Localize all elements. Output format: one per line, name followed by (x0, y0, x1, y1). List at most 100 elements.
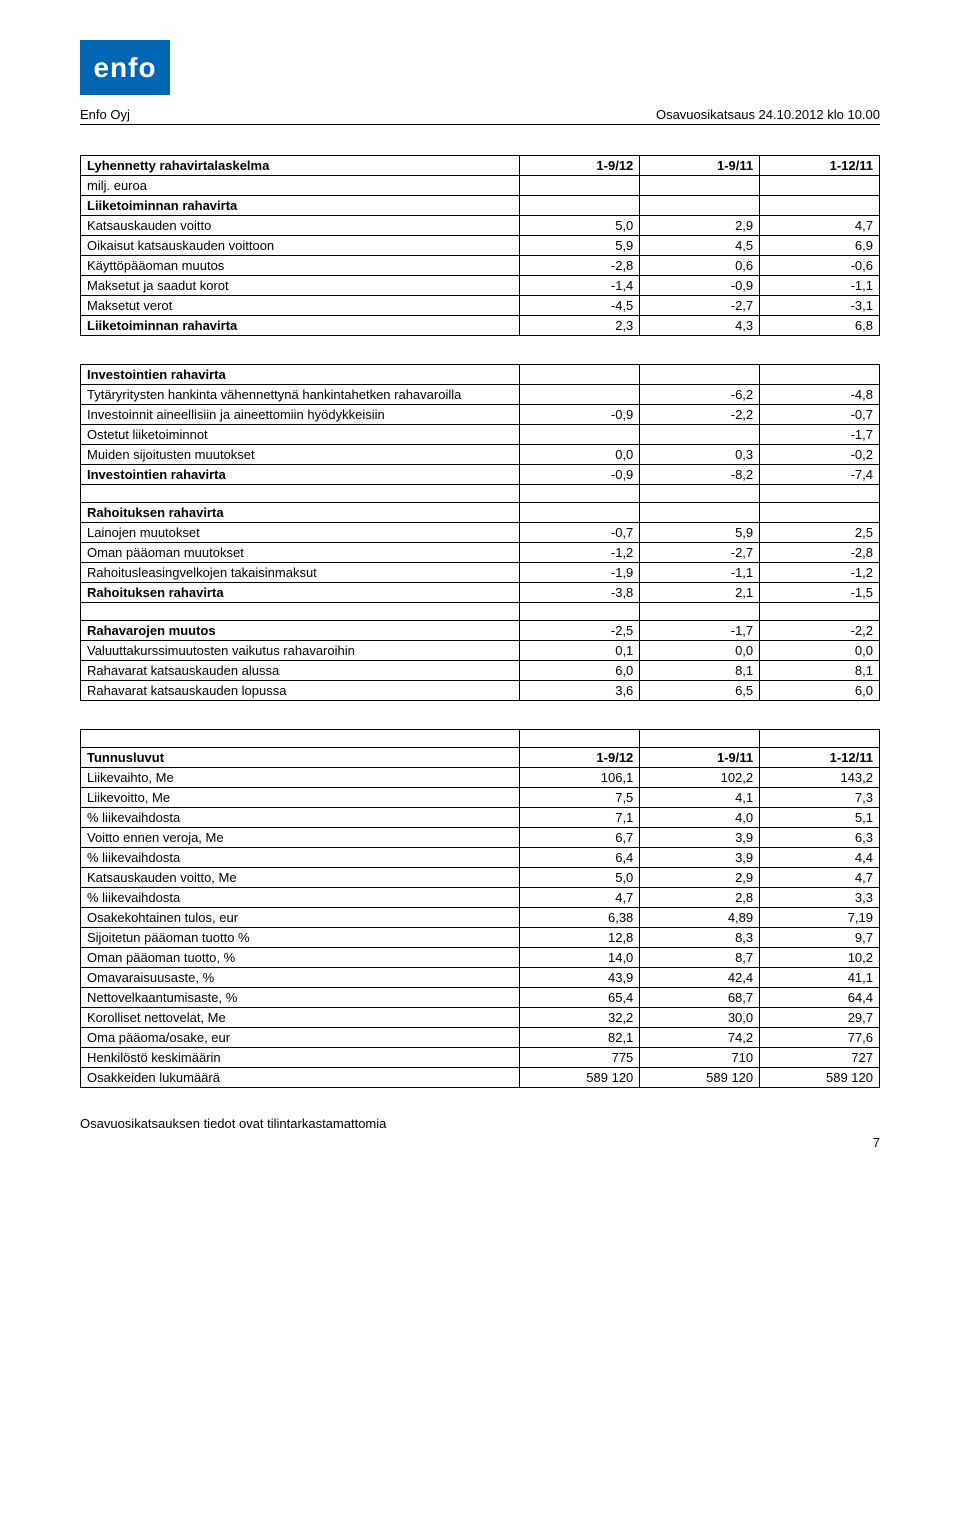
table-row: Osakkeiden lukumäärä589 120589 120589 12… (81, 1068, 880, 1088)
key-figures-table: Tunnusluvut 1-9/12 1-9/11 1-12/11 Liikev… (80, 729, 880, 1088)
cell: 10,2 (760, 948, 880, 968)
table-header-row: Tunnusluvut 1-9/12 1-9/11 1-12/11 (81, 748, 880, 768)
cell: 8,1 (760, 661, 880, 681)
cell: 6,0 (520, 661, 640, 681)
table-row: Oman pääoman tuotto, %14,08,710,2 (81, 948, 880, 968)
cell: 6,4 (520, 848, 640, 868)
cell: 42,4 (640, 968, 760, 988)
cell: -0,7 (760, 405, 880, 425)
cell: 0,0 (520, 445, 640, 465)
col-header: 1-9/12 (520, 156, 640, 176)
subtitle: milj. euroa (81, 176, 520, 196)
cell (640, 425, 760, 445)
table-row: Rahoituksen rahavirta (81, 503, 880, 523)
total-label: Rahoituksen rahavirta (81, 583, 520, 603)
row-label: Tytäryritysten hankinta vähennettynä han… (81, 385, 520, 405)
cell (520, 425, 640, 445)
table-row: Henkilöstö keskimäärin775710727 (81, 1048, 880, 1068)
cell: 775 (520, 1048, 640, 1068)
cell: 29,7 (760, 1008, 880, 1028)
cell: 106,1 (520, 768, 640, 788)
row-label: Oma pääoma/osake, eur (81, 1028, 520, 1048)
row-label: Maksetut verot (81, 296, 520, 316)
cell: 4,89 (640, 908, 760, 928)
row-label: Katsauskauden voitto, Me (81, 868, 520, 888)
cell (520, 385, 640, 405)
cell: 0,6 (640, 256, 760, 276)
cell: 4,4 (760, 848, 880, 868)
cell: 2,9 (640, 216, 760, 236)
table-row: Rahavarojen muutos-2,5-1,7-2,2 (81, 621, 880, 641)
row-label: Sijoitetun pääoman tuotto % (81, 928, 520, 948)
cell: -2,2 (760, 621, 880, 641)
cell: 589 120 (520, 1068, 640, 1088)
cell: -1,1 (640, 563, 760, 583)
cell: 4,7 (760, 216, 880, 236)
doc-title: Osavuosikatsaus 24.10.2012 klo 10.00 (656, 107, 880, 122)
row-label: Rahavarojen muutos (81, 621, 520, 641)
table-row: Rahavarat katsauskauden alussa6,08,18,1 (81, 661, 880, 681)
cell: 8,3 (640, 928, 760, 948)
table-row: Tytäryritysten hankinta vähennettynä han… (81, 385, 880, 405)
cell: 7,5 (520, 788, 640, 808)
table-row: Oma pääoma/osake, eur82,174,277,6 (81, 1028, 880, 1048)
row-label: % liikevaihdosta (81, 848, 520, 868)
row-label: Oman pääoman muutokset (81, 543, 520, 563)
cell: 82,1 (520, 1028, 640, 1048)
cell: 12,8 (520, 928, 640, 948)
cell: -1,4 (520, 276, 640, 296)
cell: 2,1 (640, 583, 760, 603)
section-title: Rahoituksen rahavirta (81, 503, 520, 523)
empty-row (81, 730, 880, 748)
cell: 5,9 (640, 523, 760, 543)
cell: 4,3 (640, 316, 760, 336)
cell: 5,0 (520, 216, 640, 236)
table-row: Oikaisut katsauskauden voittoon5,94,56,9 (81, 236, 880, 256)
cell: -0,9 (520, 405, 640, 425)
row-label: Rahavarat katsauskauden lopussa (81, 681, 520, 701)
empty-row (81, 603, 880, 621)
table-row: milj. euroa (81, 176, 880, 196)
row-label: Maksetut ja saadut korot (81, 276, 520, 296)
cell: 3,9 (640, 828, 760, 848)
cell: -7,4 (760, 465, 880, 485)
enfo-logo: enfo (80, 40, 170, 95)
table-row: Oman pääoman muutokset-1,2-2,7-2,8 (81, 543, 880, 563)
table-total-row: Liiketoiminnan rahavirta 2,3 4,3 6,8 (81, 316, 880, 336)
cell: -0,7 (520, 523, 640, 543)
table-total-row: Investointien rahavirta -0,9 -8,2 -7,4 (81, 465, 880, 485)
cell: 727 (760, 1048, 880, 1068)
cell: 589 120 (760, 1068, 880, 1088)
table-row: Valuuttakurssimuutosten vaikutus rahavar… (81, 641, 880, 661)
logo-text: enfo (93, 52, 156, 84)
cell: 32,2 (520, 1008, 640, 1028)
row-label: Liikevaihto, Me (81, 768, 520, 788)
cell: -1,9 (520, 563, 640, 583)
table-row: % liikevaihdosta4,72,83,3 (81, 888, 880, 908)
cell: -2,7 (640, 296, 760, 316)
cell: -0,9 (640, 276, 760, 296)
table-row: Katsauskauden voitto5,02,94,7 (81, 216, 880, 236)
table-row: Katsauskauden voitto, Me5,02,94,7 (81, 868, 880, 888)
row-label: Katsauskauden voitto (81, 216, 520, 236)
row-label: Voitto ennen veroja, Me (81, 828, 520, 848)
cell: -0,9 (520, 465, 640, 485)
row-label: Käyttöpääoman muutos (81, 256, 520, 276)
cashflow-table-1: Lyhennetty rahavirtalaskelma 1-9/12 1-9/… (80, 155, 880, 336)
table-row: % liikevaihdosta6,43,94,4 (81, 848, 880, 868)
cell: -4,5 (520, 296, 640, 316)
cell: -3,1 (760, 296, 880, 316)
footer-note: Osavuosikatsauksen tiedot ovat tilintark… (80, 1116, 880, 1131)
row-label: Lainojen muutokset (81, 523, 520, 543)
cell: 77,6 (760, 1028, 880, 1048)
cell: 8,1 (640, 661, 760, 681)
cell: 41,1 (760, 968, 880, 988)
company-name: Enfo Oyj (80, 107, 130, 122)
row-label: Liikevoitto, Me (81, 788, 520, 808)
cell: 64,4 (760, 988, 880, 1008)
cell: -1,7 (760, 425, 880, 445)
table-row: Liiketoiminnan rahavirta (81, 196, 880, 216)
cell: 589 120 (640, 1068, 760, 1088)
cell: 6,8 (760, 316, 880, 336)
table-row: Ostetut liiketoiminnot-1,7 (81, 425, 880, 445)
